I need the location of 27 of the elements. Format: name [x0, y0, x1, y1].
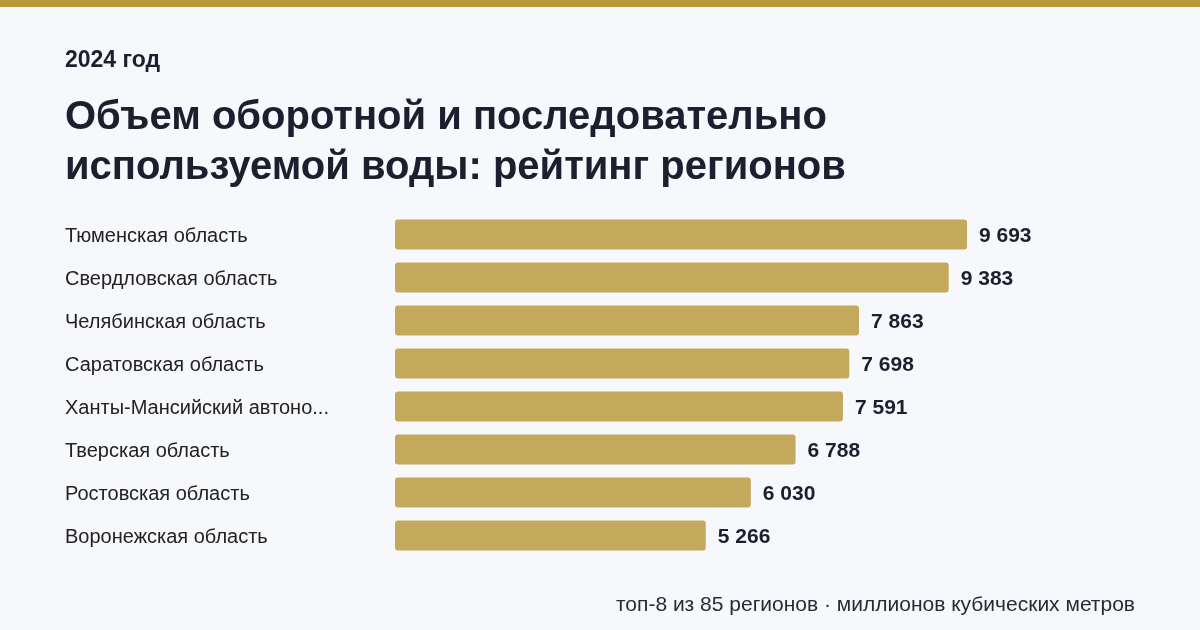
data-label: 9 383 — [960, 266, 1014, 289]
y-tick-label: Тюменская область — [65, 223, 248, 246]
bar — [395, 348, 850, 379]
y-tick-label: Воронежская область — [65, 524, 268, 547]
y-tick-label: Ханты-Мансийский автоно... — [65, 395, 329, 418]
bar — [395, 219, 967, 250]
bar — [395, 391, 843, 422]
y-tick-label: Ростовская область — [65, 481, 250, 504]
bar — [395, 477, 751, 508]
data-label: 7 591 — [854, 395, 908, 418]
data-label: 9 693 — [979, 223, 1032, 246]
bar — [395, 305, 860, 336]
data-label: 6 788 — [807, 438, 861, 461]
bar — [395, 262, 949, 293]
y-tick-label: Свердловская область — [65, 266, 278, 289]
chart-title: Объем оборотной и последовательно используемой воды: рейтинг регионов — [65, 92, 847, 189]
data-label: 6 030 — [762, 481, 816, 504]
y-tick-label: Тверская область — [65, 438, 230, 461]
data-label: 7 863 — [871, 309, 924, 332]
data-label: 5 266 — [717, 524, 771, 547]
data-label: 7 698 — [861, 352, 915, 375]
y-tick-label: Челябинская область — [65, 309, 266, 332]
y-tick-label: Саратовская область — [65, 352, 264, 375]
bar — [395, 520, 706, 551]
text: топ-8 из 85 регионов · миллионов кубических метров — [615, 592, 1135, 616]
bar — [395, 434, 796, 465]
text: 2024 год — [65, 46, 161, 73]
